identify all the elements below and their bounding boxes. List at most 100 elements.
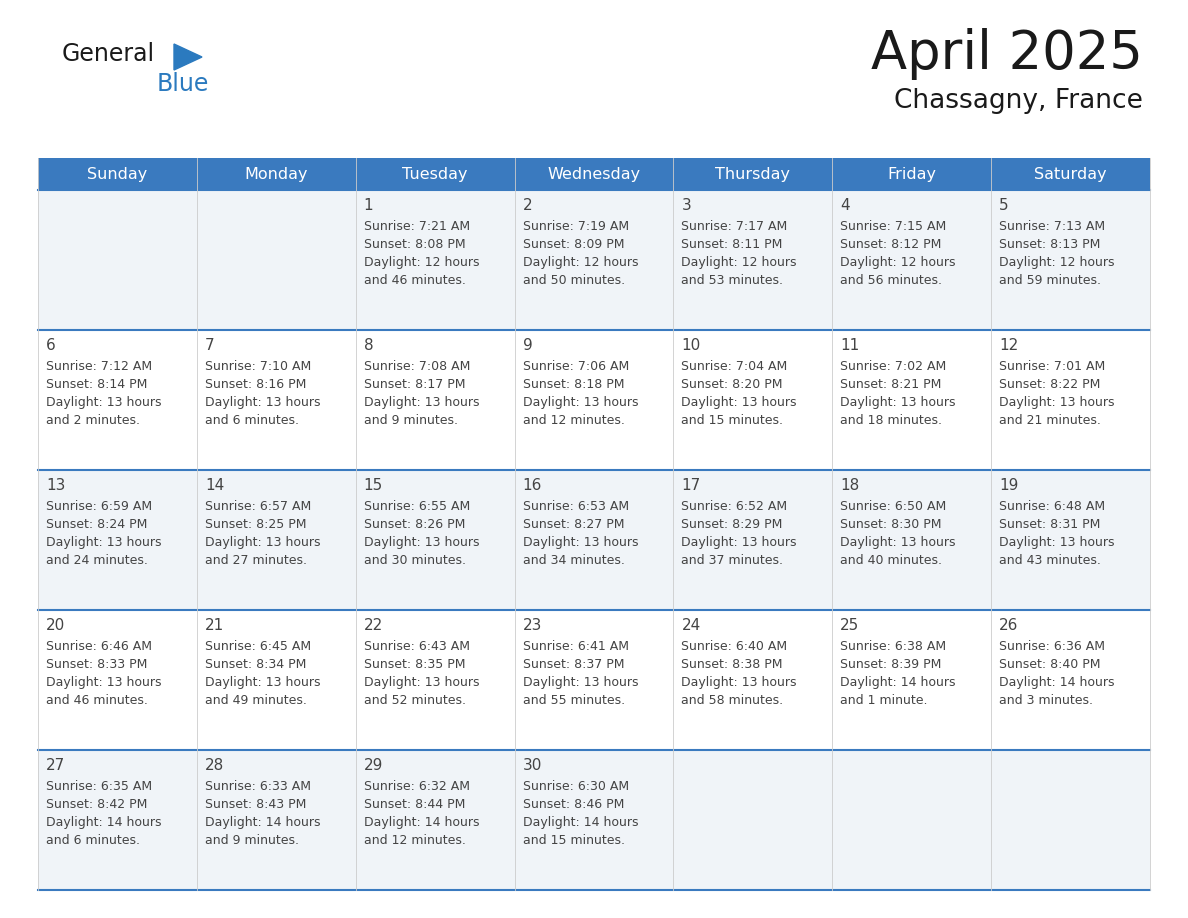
Bar bbox=[38, 190, 1150, 330]
Text: Monday: Monday bbox=[245, 166, 308, 182]
Text: Sunrise: 6:33 AM: Sunrise: 6:33 AM bbox=[204, 780, 311, 793]
Text: Daylight: 14 hours: Daylight: 14 hours bbox=[46, 816, 162, 829]
Text: Sunrise: 6:57 AM: Sunrise: 6:57 AM bbox=[204, 500, 311, 513]
Text: Blue: Blue bbox=[157, 72, 209, 96]
Text: 3: 3 bbox=[682, 198, 691, 213]
Text: and 12 minutes.: and 12 minutes. bbox=[364, 834, 466, 847]
Text: Sunrise: 6:53 AM: Sunrise: 6:53 AM bbox=[523, 500, 628, 513]
Text: Sunset: 8:25 PM: Sunset: 8:25 PM bbox=[204, 518, 307, 531]
Text: Daylight: 13 hours: Daylight: 13 hours bbox=[46, 536, 162, 549]
Text: Sunrise: 7:10 AM: Sunrise: 7:10 AM bbox=[204, 360, 311, 373]
Text: Sunrise: 6:43 AM: Sunrise: 6:43 AM bbox=[364, 640, 469, 653]
Text: Daylight: 12 hours: Daylight: 12 hours bbox=[682, 256, 797, 269]
Text: 25: 25 bbox=[840, 618, 860, 633]
Text: and 46 minutes.: and 46 minutes. bbox=[46, 694, 147, 707]
Text: Daylight: 13 hours: Daylight: 13 hours bbox=[682, 676, 797, 689]
Text: Sunset: 8:46 PM: Sunset: 8:46 PM bbox=[523, 798, 624, 811]
Bar bbox=[38, 750, 1150, 890]
Text: 29: 29 bbox=[364, 758, 383, 773]
Text: Sunrise: 7:17 AM: Sunrise: 7:17 AM bbox=[682, 220, 788, 233]
Text: 16: 16 bbox=[523, 478, 542, 493]
Text: Sunset: 8:16 PM: Sunset: 8:16 PM bbox=[204, 378, 307, 391]
Text: 20: 20 bbox=[46, 618, 65, 633]
Text: and 37 minutes.: and 37 minutes. bbox=[682, 554, 783, 567]
Text: 5: 5 bbox=[999, 198, 1009, 213]
Text: Daylight: 13 hours: Daylight: 13 hours bbox=[364, 676, 479, 689]
Text: Sunrise: 6:59 AM: Sunrise: 6:59 AM bbox=[46, 500, 152, 513]
Text: Daylight: 13 hours: Daylight: 13 hours bbox=[364, 396, 479, 409]
Text: Sunset: 8:42 PM: Sunset: 8:42 PM bbox=[46, 798, 147, 811]
Text: Wednesday: Wednesday bbox=[548, 166, 640, 182]
Text: 27: 27 bbox=[46, 758, 65, 773]
Text: and 49 minutes.: and 49 minutes. bbox=[204, 694, 307, 707]
Text: and 43 minutes.: and 43 minutes. bbox=[999, 554, 1101, 567]
Text: 8: 8 bbox=[364, 338, 373, 353]
Text: Sunrise: 7:12 AM: Sunrise: 7:12 AM bbox=[46, 360, 152, 373]
Text: 19: 19 bbox=[999, 478, 1018, 493]
Text: Sunset: 8:09 PM: Sunset: 8:09 PM bbox=[523, 238, 624, 251]
Text: Thursday: Thursday bbox=[715, 166, 790, 182]
Text: Sunset: 8:17 PM: Sunset: 8:17 PM bbox=[364, 378, 466, 391]
Text: 30: 30 bbox=[523, 758, 542, 773]
Text: Daylight: 13 hours: Daylight: 13 hours bbox=[204, 536, 321, 549]
Text: Daylight: 14 hours: Daylight: 14 hours bbox=[204, 816, 321, 829]
Text: 23: 23 bbox=[523, 618, 542, 633]
Text: Sunset: 8:22 PM: Sunset: 8:22 PM bbox=[999, 378, 1100, 391]
Text: 28: 28 bbox=[204, 758, 225, 773]
Text: Sunrise: 7:21 AM: Sunrise: 7:21 AM bbox=[364, 220, 469, 233]
Text: Daylight: 13 hours: Daylight: 13 hours bbox=[204, 676, 321, 689]
Text: 22: 22 bbox=[364, 618, 383, 633]
Text: 13: 13 bbox=[46, 478, 65, 493]
Text: Daylight: 13 hours: Daylight: 13 hours bbox=[204, 396, 321, 409]
Text: and 52 minutes.: and 52 minutes. bbox=[364, 694, 466, 707]
Text: Daylight: 13 hours: Daylight: 13 hours bbox=[523, 676, 638, 689]
Text: Sunrise: 7:06 AM: Sunrise: 7:06 AM bbox=[523, 360, 628, 373]
Text: and 18 minutes.: and 18 minutes. bbox=[840, 414, 942, 427]
Text: Daylight: 13 hours: Daylight: 13 hours bbox=[46, 676, 162, 689]
Text: Sunday: Sunday bbox=[87, 166, 147, 182]
Text: 2: 2 bbox=[523, 198, 532, 213]
Text: Sunset: 8:24 PM: Sunset: 8:24 PM bbox=[46, 518, 147, 531]
Text: 17: 17 bbox=[682, 478, 701, 493]
Text: 11: 11 bbox=[840, 338, 860, 353]
Text: Sunset: 8:38 PM: Sunset: 8:38 PM bbox=[682, 658, 783, 671]
Text: and 40 minutes.: and 40 minutes. bbox=[840, 554, 942, 567]
Text: Daylight: 12 hours: Daylight: 12 hours bbox=[364, 256, 479, 269]
Text: Daylight: 12 hours: Daylight: 12 hours bbox=[523, 256, 638, 269]
Text: Sunset: 8:18 PM: Sunset: 8:18 PM bbox=[523, 378, 624, 391]
Text: Sunset: 8:35 PM: Sunset: 8:35 PM bbox=[364, 658, 466, 671]
Text: and 6 minutes.: and 6 minutes. bbox=[46, 834, 140, 847]
Text: Sunset: 8:21 PM: Sunset: 8:21 PM bbox=[840, 378, 942, 391]
Text: 12: 12 bbox=[999, 338, 1018, 353]
Text: Sunrise: 6:55 AM: Sunrise: 6:55 AM bbox=[364, 500, 470, 513]
Text: Sunrise: 7:08 AM: Sunrise: 7:08 AM bbox=[364, 360, 470, 373]
Text: Sunrise: 7:04 AM: Sunrise: 7:04 AM bbox=[682, 360, 788, 373]
Text: Tuesday: Tuesday bbox=[403, 166, 468, 182]
Text: Daylight: 14 hours: Daylight: 14 hours bbox=[523, 816, 638, 829]
Text: Friday: Friday bbox=[887, 166, 936, 182]
Text: 15: 15 bbox=[364, 478, 383, 493]
Text: Sunset: 8:26 PM: Sunset: 8:26 PM bbox=[364, 518, 465, 531]
Text: and 6 minutes.: and 6 minutes. bbox=[204, 414, 299, 427]
Text: Daylight: 13 hours: Daylight: 13 hours bbox=[999, 396, 1114, 409]
Bar bbox=[38, 470, 1150, 610]
Text: and 9 minutes.: and 9 minutes. bbox=[204, 834, 299, 847]
Text: and 2 minutes.: and 2 minutes. bbox=[46, 414, 140, 427]
Text: Saturday: Saturday bbox=[1035, 166, 1107, 182]
Text: Sunset: 8:20 PM: Sunset: 8:20 PM bbox=[682, 378, 783, 391]
Text: 4: 4 bbox=[840, 198, 849, 213]
Text: and 53 minutes.: and 53 minutes. bbox=[682, 274, 783, 287]
Text: Daylight: 14 hours: Daylight: 14 hours bbox=[999, 676, 1114, 689]
Polygon shape bbox=[173, 44, 202, 70]
Text: Sunset: 8:31 PM: Sunset: 8:31 PM bbox=[999, 518, 1100, 531]
Text: Daylight: 13 hours: Daylight: 13 hours bbox=[682, 396, 797, 409]
Text: Sunrise: 7:13 AM: Sunrise: 7:13 AM bbox=[999, 220, 1105, 233]
Text: Sunrise: 6:36 AM: Sunrise: 6:36 AM bbox=[999, 640, 1105, 653]
Text: Sunrise: 6:41 AM: Sunrise: 6:41 AM bbox=[523, 640, 628, 653]
Text: Sunrise: 6:52 AM: Sunrise: 6:52 AM bbox=[682, 500, 788, 513]
Text: Daylight: 13 hours: Daylight: 13 hours bbox=[46, 396, 162, 409]
Text: and 59 minutes.: and 59 minutes. bbox=[999, 274, 1101, 287]
Text: Daylight: 13 hours: Daylight: 13 hours bbox=[682, 536, 797, 549]
Text: and 12 minutes.: and 12 minutes. bbox=[523, 414, 625, 427]
Text: Daylight: 13 hours: Daylight: 13 hours bbox=[840, 396, 956, 409]
